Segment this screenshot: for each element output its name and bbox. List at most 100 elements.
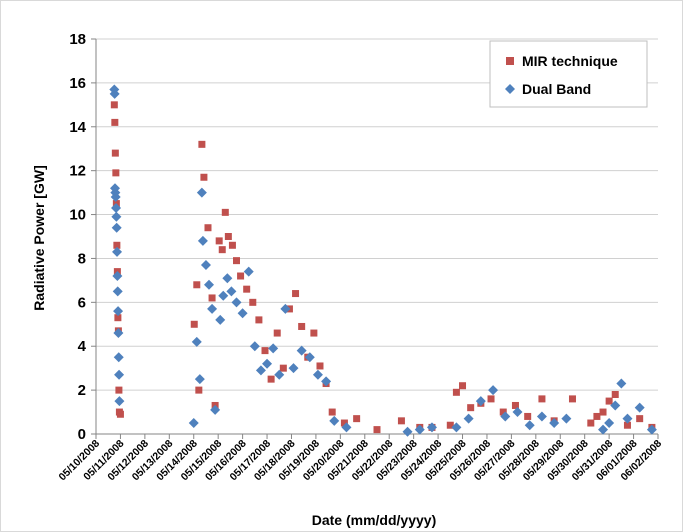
- data-point-dual-band: [222, 273, 232, 283]
- data-point-mir: [216, 237, 223, 244]
- data-point-mir: [204, 224, 211, 231]
- data-point-dual-band: [189, 418, 199, 428]
- data-point-mir: [636, 415, 643, 422]
- y-tick-label: 12: [69, 163, 86, 180]
- data-point-mir: [225, 233, 232, 240]
- data-point-mir: [237, 273, 244, 280]
- data-point-mir: [111, 119, 118, 126]
- data-point-mir: [200, 174, 207, 181]
- y-axis-title: Radiative Power [GW]: [31, 165, 47, 310]
- data-point-mir: [112, 169, 119, 176]
- data-point-dual-band: [525, 420, 535, 430]
- data-point-dual-band: [114, 370, 124, 380]
- data-point-mir: [274, 330, 281, 337]
- data-point-mir: [243, 286, 250, 293]
- data-point-mir: [233, 257, 240, 264]
- data-point-mir: [612, 391, 619, 398]
- data-point-mir: [255, 316, 262, 323]
- data-point-mir: [606, 398, 613, 405]
- data-point-dual-band: [537, 411, 547, 421]
- data-point-mir: [219, 246, 226, 253]
- series-dual-band: [109, 84, 657, 436]
- data-point-dual-band: [403, 427, 413, 437]
- y-tick-label: 2: [78, 382, 86, 399]
- data-point-dual-band: [268, 343, 278, 353]
- data-point-mir: [593, 413, 600, 420]
- data-point-mir: [453, 389, 460, 396]
- data-point-mir: [195, 387, 202, 394]
- data-point-dual-band: [244, 267, 254, 277]
- y-tick-label: 8: [78, 250, 86, 267]
- data-point-dual-band: [201, 260, 211, 270]
- data-point-dual-band: [329, 416, 339, 426]
- data-point-dual-band: [195, 374, 205, 384]
- data-point-mir: [329, 409, 336, 416]
- legend-marker-mir: [506, 57, 514, 65]
- legend-box: [490, 41, 647, 107]
- data-point-mir: [191, 321, 198, 328]
- data-point-dual-band: [256, 365, 266, 375]
- data-point-mir: [193, 281, 200, 288]
- data-point-dual-band: [313, 370, 323, 380]
- data-point-dual-band: [197, 188, 207, 198]
- series-mir-technique: [111, 101, 656, 433]
- y-tick-label: 16: [69, 75, 86, 92]
- y-tick-label: 4: [78, 338, 87, 355]
- data-point-mir: [398, 417, 405, 424]
- data-point-dual-band: [250, 341, 260, 351]
- data-point-dual-band: [113, 286, 123, 296]
- x-axis-ticks: 05/10/200805/11/200805/12/200805/13/2008…: [56, 434, 664, 483]
- data-point-mir: [115, 387, 122, 394]
- data-point-dual-band: [232, 297, 242, 307]
- data-point-dual-band: [111, 212, 121, 222]
- data-point-dual-band: [635, 403, 645, 413]
- data-point-dual-band: [561, 414, 571, 424]
- data-point-mir: [587, 420, 594, 427]
- data-point-mir: [600, 409, 607, 416]
- legend-label-dual-band: Dual Band: [522, 81, 591, 97]
- data-point-mir: [310, 330, 317, 337]
- data-point-dual-band: [112, 223, 122, 233]
- y-tick-label: 10: [69, 207, 86, 224]
- data-point-dual-band: [289, 363, 299, 373]
- data-point-dual-band: [464, 414, 474, 424]
- y-tick-label: 14: [69, 119, 86, 136]
- legend-label-mir: MIR technique: [522, 53, 618, 69]
- data-point-mir: [488, 395, 495, 402]
- data-point-dual-band: [262, 359, 272, 369]
- data-point-dual-band: [616, 379, 626, 389]
- data-point-mir: [280, 365, 287, 372]
- data-point-dual-band: [598, 425, 608, 435]
- data-point-mir: [374, 426, 381, 433]
- data-point-mir: [249, 299, 256, 306]
- data-point-dual-band: [218, 291, 228, 301]
- data-point-dual-band: [604, 418, 614, 428]
- data-point-mir: [538, 395, 545, 402]
- data-point-mir: [298, 323, 305, 330]
- x-axis-title: Date (mm/dd/yyyy): [312, 512, 436, 528]
- data-point-mir: [353, 415, 360, 422]
- data-point-mir: [111, 101, 118, 108]
- data-series: [109, 84, 657, 436]
- data-point-mir: [229, 242, 236, 249]
- data-point-dual-band: [192, 337, 202, 347]
- data-point-mir: [316, 362, 323, 369]
- data-point-dual-band: [238, 308, 248, 318]
- legend: MIR technique Dual Band: [490, 41, 647, 107]
- data-point-mir: [198, 141, 205, 148]
- data-point-mir: [524, 413, 531, 420]
- data-point-mir: [112, 150, 119, 157]
- data-point-dual-band: [488, 385, 498, 395]
- data-point-dual-band: [204, 280, 214, 290]
- data-point-dual-band: [215, 315, 225, 325]
- data-point-mir: [209, 294, 216, 301]
- y-axis-ticks: 0 2 4 6 8 10 12 14 16 18: [69, 31, 96, 443]
- data-point-dual-band: [198, 236, 208, 246]
- data-point-mir: [292, 290, 299, 297]
- data-point-mir: [569, 395, 576, 402]
- data-point-dual-band: [207, 304, 217, 314]
- data-point-dual-band: [226, 286, 236, 296]
- data-point-mir: [467, 404, 474, 411]
